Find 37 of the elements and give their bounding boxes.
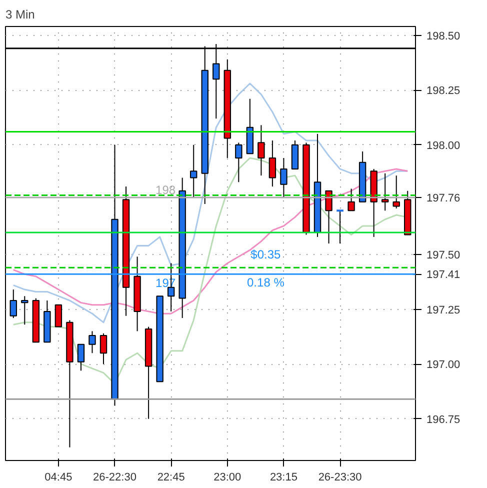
candlestick xyxy=(258,124,265,176)
candlestick xyxy=(348,188,355,212)
annotation: $0.35 xyxy=(250,247,282,262)
candlestick xyxy=(268,140,276,188)
annotation: 0.18 % xyxy=(247,276,285,290)
candlestick xyxy=(381,172,389,212)
y-tick-label: 197.00 xyxy=(426,359,460,372)
x-tick-label: 26-23:30 xyxy=(318,472,362,484)
x-tick-label: 22:45 xyxy=(157,472,185,484)
candlestick xyxy=(88,330,96,354)
line-series xyxy=(12,82,408,324)
line-series xyxy=(12,168,408,314)
y-tick-label: 197.50 xyxy=(426,249,460,262)
candlestick xyxy=(54,304,62,328)
y-tick-label: 196.75 xyxy=(426,414,460,426)
chart-title: 3 Min xyxy=(6,8,35,22)
x-tick-label: 23:00 xyxy=(214,472,242,484)
ref-line-label: 197.41 xyxy=(426,269,460,282)
candlestick xyxy=(10,289,17,319)
y-tick-label: 198.25 xyxy=(426,85,460,98)
candlestick xyxy=(77,344,85,372)
candlestick xyxy=(325,190,332,244)
ref-line-label: 197.76 xyxy=(426,192,460,204)
candlestick xyxy=(100,332,108,365)
x-tick-label: 04:45 xyxy=(44,472,72,484)
candlestick xyxy=(21,296,28,326)
x-tick-label: 23:15 xyxy=(270,472,298,484)
candlestick xyxy=(336,210,344,244)
y-tick-label: 198.00 xyxy=(426,140,460,152)
x-tick-label: 26-22:30 xyxy=(93,472,136,484)
annotation: 198 xyxy=(156,182,176,197)
candlestick xyxy=(190,144,198,198)
y-tick-label: 197.25 xyxy=(426,304,460,316)
candlestick xyxy=(235,142,242,183)
candlestick xyxy=(392,175,400,209)
y-tick-label: 198.50 xyxy=(426,30,460,42)
candlestick xyxy=(280,158,288,198)
